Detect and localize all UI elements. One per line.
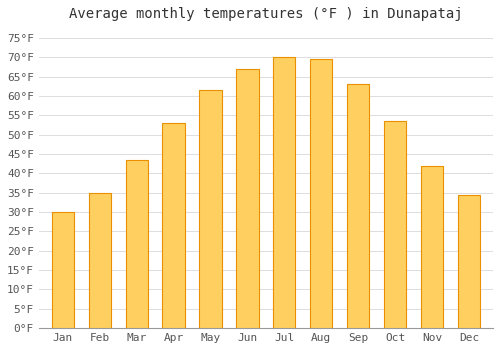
Bar <box>310 59 332 328</box>
Bar <box>88 193 111 328</box>
Bar <box>236 69 258 328</box>
Bar <box>384 121 406 328</box>
Bar <box>200 90 222 328</box>
Bar <box>126 160 148 328</box>
Bar <box>347 84 370 328</box>
Bar <box>458 195 480 328</box>
Title: Average monthly temperatures (°F ) in Dunapataj: Average monthly temperatures (°F ) in Du… <box>69 7 462 21</box>
Bar <box>162 123 184 328</box>
Bar <box>421 166 444 328</box>
Bar <box>274 57 295 328</box>
Bar <box>52 212 74 328</box>
